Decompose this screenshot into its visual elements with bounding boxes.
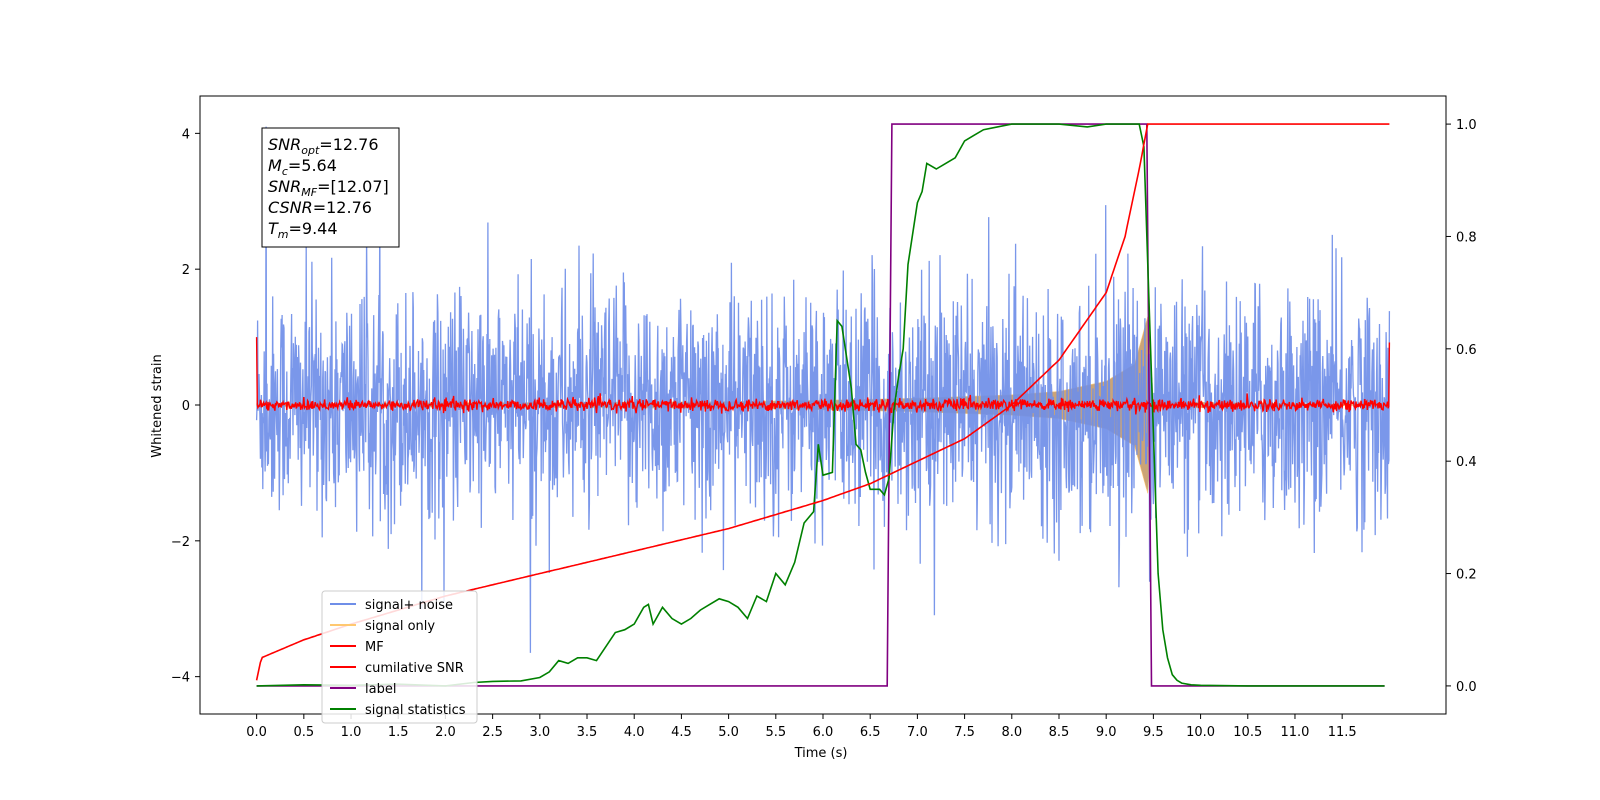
x-tick-label: 4.5 [671, 725, 692, 740]
x-tick-label: 3.5 [577, 725, 598, 740]
signal-noise-layer [255, 126, 1391, 653]
y-axis-left: −4 −2 0 2 4 [171, 127, 200, 686]
legend-frame [321, 590, 478, 724]
x-tick-label: 0.0 [246, 725, 267, 740]
x-tick-label: 2.0 [435, 725, 456, 740]
y-right-tick-label: 0.8 [1456, 230, 1477, 245]
x-tick-label: 10.5 [1233, 725, 1262, 740]
x-tick-label: 0.5 [293, 725, 314, 740]
series-signal-statistics [256, 123, 1385, 687]
annotation-line: SNRopt=12.76 [268, 135, 379, 157]
legend-label: signal+ noise [365, 598, 453, 613]
x-tick-label: 6.0 [813, 725, 834, 740]
x-tick-label: 9.5 [1143, 725, 1164, 740]
x-tick-label: 10.0 [1186, 725, 1215, 740]
annotation-box: SNRopt=12.76Mc=5.64SNRMF=[12.07]CSNR=12.… [261, 127, 400, 248]
annotation-frame [261, 127, 400, 248]
y-left-tick-label: 0 [182, 399, 190, 414]
y-left-tick-label: 2 [182, 263, 190, 278]
legend-label: signal statistics [365, 703, 466, 718]
x-tick-label: 11.5 [1328, 725, 1357, 740]
y-left-tick-label: −4 [171, 671, 190, 686]
series-mf [255, 337, 1391, 416]
y-axis-label: Whitened strain [150, 354, 165, 457]
annotation-line: SNRMF=[12.07] [268, 177, 389, 199]
legend-label: MF [365, 640, 384, 655]
mf-layer [255, 337, 1391, 416]
y-right-tick-label: 0.2 [1456, 568, 1477, 583]
y-right-tick-label: 0.4 [1456, 455, 1477, 470]
annotation-line: CSNR=12.76 [268, 198, 372, 217]
x-tick-label: 3.0 [529, 725, 550, 740]
y-right-tick-label: 0.0 [1456, 680, 1477, 695]
x-tick-label: 6.5 [860, 725, 881, 740]
x-axis: 0.0 0.5 1.0 1.5 2.0 2.5 3.0 3.5 4.0 4.5 5.0 5.5 6.0 6… [246, 714, 1357, 740]
x-tick-label: 7.0 [907, 725, 928, 740]
x-tick-label: 9.0 [1096, 725, 1117, 740]
y-right-tick-label: 0.6 [1456, 343, 1477, 358]
y-right-tick-label: 1.0 [1456, 118, 1477, 133]
annotation-line: Mc=5.64 [268, 156, 337, 178]
y-left-tick-label: 4 [182, 127, 190, 142]
legend-label: signal only [365, 619, 435, 634]
series-signal-noise [255, 126, 1391, 653]
x-tick-label: 8.0 [1001, 725, 1022, 740]
x-tick-label: 7.5 [954, 725, 975, 740]
x-tick-label: 5.0 [718, 725, 739, 740]
x-tick-label: 5.5 [765, 725, 786, 740]
x-tick-label: 1.5 [388, 725, 409, 740]
y-left-tick-label: −2 [171, 535, 190, 550]
x-tick-label: 2.5 [482, 725, 503, 740]
legend-label: label [365, 682, 396, 697]
y-axis-right: 0.0 0.2 0.4 0.6 0.8 1.0 [1446, 118, 1477, 695]
annotation-lines: SNRopt=12.76Mc=5.64SNRMF=[12.07]CSNR=12.… [268, 135, 389, 241]
x-tick-label: 1.0 [341, 725, 362, 740]
x-tick-label: 8.5 [1049, 725, 1070, 740]
x-axis-label: Time (s) [794, 746, 848, 761]
x-tick-label: 11.0 [1280, 725, 1309, 740]
legend-label: cumilative SNR [365, 661, 464, 676]
annotation-line: Tm=9.44 [268, 219, 338, 241]
legend: signal+ noise signal only MF cumilative SNR… [321, 590, 478, 724]
x-tick-label: 4.0 [624, 725, 645, 740]
